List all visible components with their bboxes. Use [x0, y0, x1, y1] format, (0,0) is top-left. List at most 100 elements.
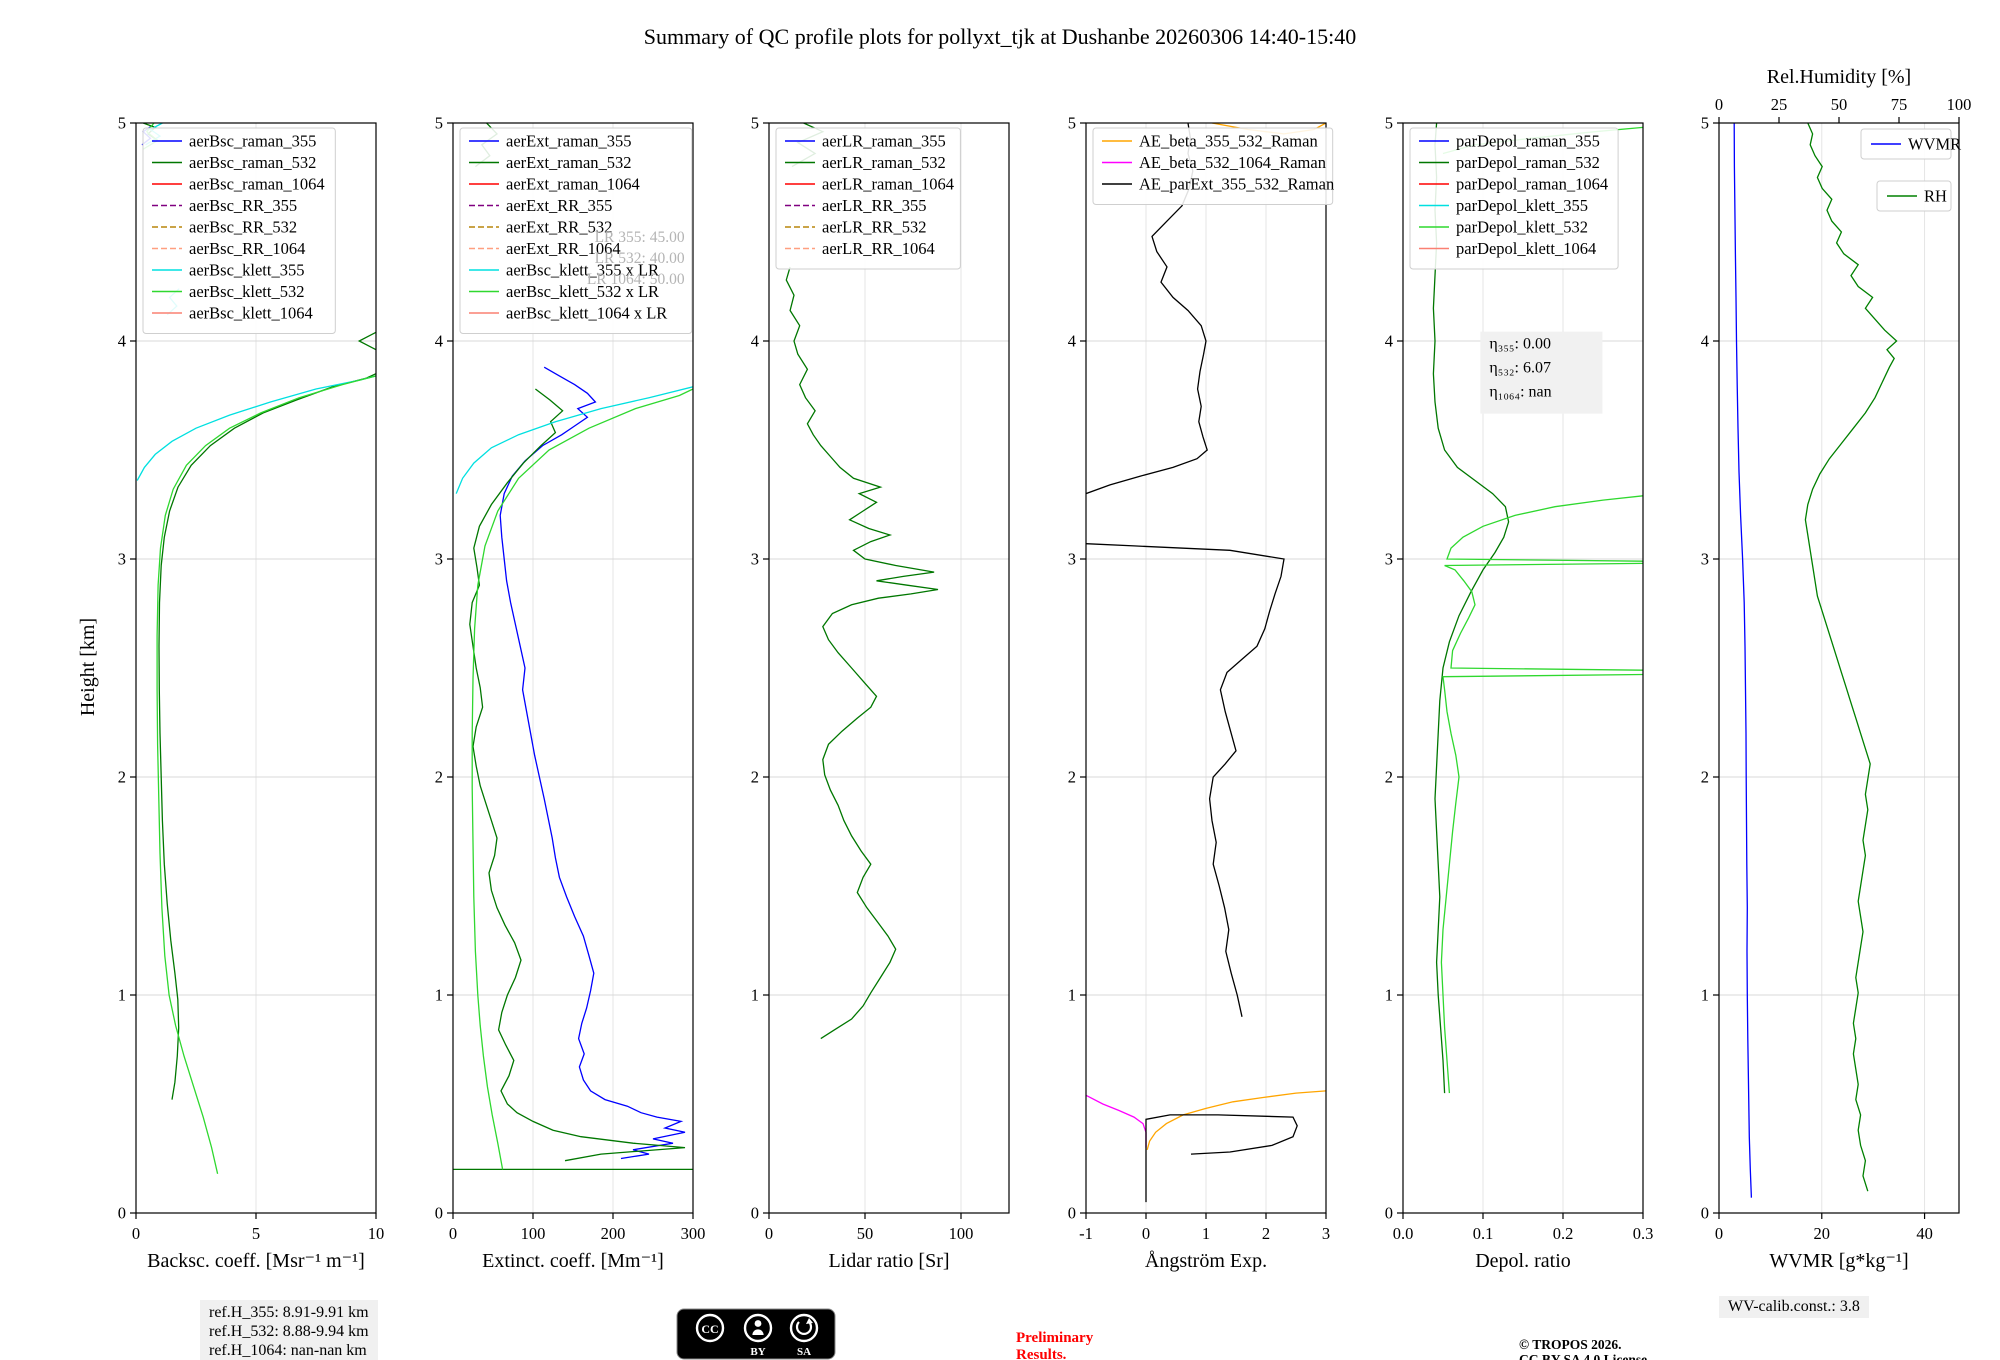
cc-logo-text: CC — [701, 1322, 718, 1336]
y-tick-label: 4 — [1385, 332, 1393, 351]
legend-label: AE_parExt_355_532_Raman — [1139, 175, 1334, 194]
copyright-note: © TROPOS 2026. CC BY SA 4.0 License. — [1519, 1337, 1651, 1360]
y-tick-label: 3 — [435, 550, 443, 569]
legend-label: aerExt_RR_1064 — [506, 239, 621, 258]
annotation-text: η₁₀₆₄: nan — [1489, 384, 1551, 401]
legend-label: aerBsc_RR_1064 — [189, 239, 305, 258]
x-tick-label: 0.1 — [1473, 1224, 1494, 1243]
x-tick-label: 0 — [132, 1224, 140, 1243]
legend-label: aerBsc_klett_355 — [189, 261, 304, 280]
y-tick-label: 1 — [751, 986, 759, 1005]
y-tick-label: 0 — [435, 1204, 443, 1223]
sa-arrow-icon — [789, 1313, 819, 1343]
top-tick-label: 0 — [1715, 95, 1723, 114]
x-tick-label: 300 — [681, 1224, 706, 1243]
y-tick-label: 5 — [118, 114, 126, 133]
cc-badge-graphic: CC BY SA — [676, 1308, 836, 1360]
x-tick-label: 1 — [1202, 1224, 1210, 1243]
legend-label: aerBsc_klett_1064 — [189, 304, 313, 323]
legend-label: parDepol_klett_355 — [1456, 196, 1588, 215]
cc-by-sa-badge: CC BY SA — [676, 1308, 836, 1360]
x-axis-label: Depol. ratio — [1475, 1250, 1571, 1272]
y-tick-label: 3 — [118, 550, 126, 569]
legend-label: aerLR_RR_1064 — [822, 239, 935, 258]
legend-label: parDepol_klett_532 — [1456, 218, 1588, 237]
legend-label: aerBsc_klett_532 — [189, 282, 304, 301]
annotation-text: LR 532: 40.00 — [595, 250, 685, 267]
legend-label: aerLR_RR_532 — [822, 218, 927, 237]
x-tick-label: 200 — [601, 1224, 626, 1243]
y-tick-label: 4 — [1701, 332, 1709, 351]
panel-bsc: 0 5 10 0 1 2 3 4 5 Backsc. coeff. [Msr⁻¹ m⁻¹] aerB… — [118, 114, 385, 1273]
x-tick-label: 100 — [521, 1224, 546, 1243]
x-tick-label: 0.3 — [1633, 1224, 1654, 1243]
page-title: Summary of QC profile plots for pollyxt_… — [643, 24, 1357, 49]
axes-box — [1402, 122, 1644, 1214]
axes-box — [452, 122, 694, 1214]
axes-box — [1718, 122, 1960, 1214]
y-tick-label: 5 — [751, 114, 759, 133]
legend-label: parDepol_raman_532 — [1456, 153, 1600, 172]
copyright-line-2: CC BY SA 4.0 License. — [1519, 1352, 1651, 1360]
x-tick-label: 50 — [857, 1224, 874, 1243]
top-tick-label: 75 — [1891, 95, 1908, 114]
legend-box — [142, 127, 336, 334]
legend-label: aerBsc_raman_355 — [189, 132, 316, 151]
x-tick-label: 40 — [1916, 1224, 1933, 1243]
y-tick-label: 2 — [1068, 768, 1076, 787]
y-tick-label: 2 — [118, 768, 126, 787]
y-tick-label: 0 — [1068, 1204, 1076, 1223]
preliminary-note: Preliminary Results. — [1016, 1330, 1093, 1360]
legend-label: aerBsc_RR_532 — [189, 218, 297, 237]
legend-label: AE_beta_355_532_Raman — [1139, 132, 1318, 151]
legend-label: aerBsc_raman_532 — [189, 153, 316, 172]
x-tick-label: 0 — [1715, 1224, 1723, 1243]
legend-box — [1409, 127, 1619, 270]
ref-line-355: ref.H_355: 8.91-9.91 km — [209, 1304, 369, 1321]
legend-label: aerLR_raman_355 — [822, 132, 946, 151]
legend-box — [1860, 128, 1952, 160]
y-tick-label: 2 — [435, 768, 443, 787]
ref-line-1064: ref.H_1064: nan-nan km — [209, 1342, 367, 1359]
legend-label: WVMR — [1908, 135, 1961, 154]
reference-height-box: ref.H_355: 8.91-9.91 km ref.H_532: 8.88-… — [200, 1300, 378, 1360]
y-tick-label: 2 — [1385, 768, 1393, 787]
series-WVMR — [1733, 123, 1753, 1198]
panel-lr: 0 50 100 0 1 2 3 4 5 Lidar ratio [Sr] aerLR_raman_… — [751, 114, 1010, 1272]
wv-calib-box: WV-calib.const.: 3.8 — [1719, 1296, 1869, 1318]
series-aerExt_raman_355 — [499, 366, 686, 1160]
y-tick-label: 0 — [118, 1204, 126, 1223]
x-tick-label: 0.2 — [1553, 1224, 1574, 1243]
legend-label: aerBsc_RR_355 — [189, 196, 297, 215]
panel-ext: 0 100 200 300 0 1 2 3 4 5 Extinct. coeff. [Mm⁻¹] ae… — [435, 114, 706, 1273]
legend-label: aerExt_raman_532 — [506, 153, 632, 172]
y-tick-label: 3 — [1385, 550, 1393, 569]
legend-label: aerLR_RR_355 — [822, 196, 927, 215]
top-tick-label: 25 — [1771, 95, 1788, 114]
legend-label: aerLR_raman_532 — [822, 153, 946, 172]
y-tick-label: 4 — [435, 332, 443, 351]
y-tick-label: 1 — [118, 986, 126, 1005]
annotation-box — [1480, 331, 1603, 414]
annotation-text: η₃₅₅: 0.00 — [1489, 336, 1551, 353]
annotation-text: LR 355: 45.00 — [595, 229, 685, 246]
legend-label: AE_beta_532_1064_Raman — [1139, 153, 1326, 172]
series-RH — [1804, 123, 1898, 1192]
y-tick-label: 2 — [751, 768, 759, 787]
sa-arrow-arc — [795, 1321, 813, 1335]
preliminary-line-2: Results. — [1016, 1347, 1067, 1360]
legend-label: aerBsc_raman_1064 — [189, 175, 325, 194]
top-tick-label: 50 — [1831, 95, 1848, 114]
y-tick-label: 1 — [1068, 986, 1076, 1005]
x-tick-label: 10 — [368, 1224, 385, 1243]
x-tick-label: 20 — [1814, 1224, 1831, 1243]
x-tick-label: 0 — [765, 1224, 773, 1243]
legend-box — [1092, 127, 1334, 205]
legend-label: parDepol_raman_1064 — [1456, 175, 1608, 194]
preliminary-line-1: Preliminary — [1016, 1330, 1094, 1346]
cc-logo-icon — [695, 1313, 725, 1343]
panel-depol: 0.0 0.1 0.2 0.3 0 1 2 3 4 5 Depol. ratio parDepol_r… — [1385, 114, 1654, 1273]
cc-badge-sa-label: SA — [797, 1346, 811, 1358]
